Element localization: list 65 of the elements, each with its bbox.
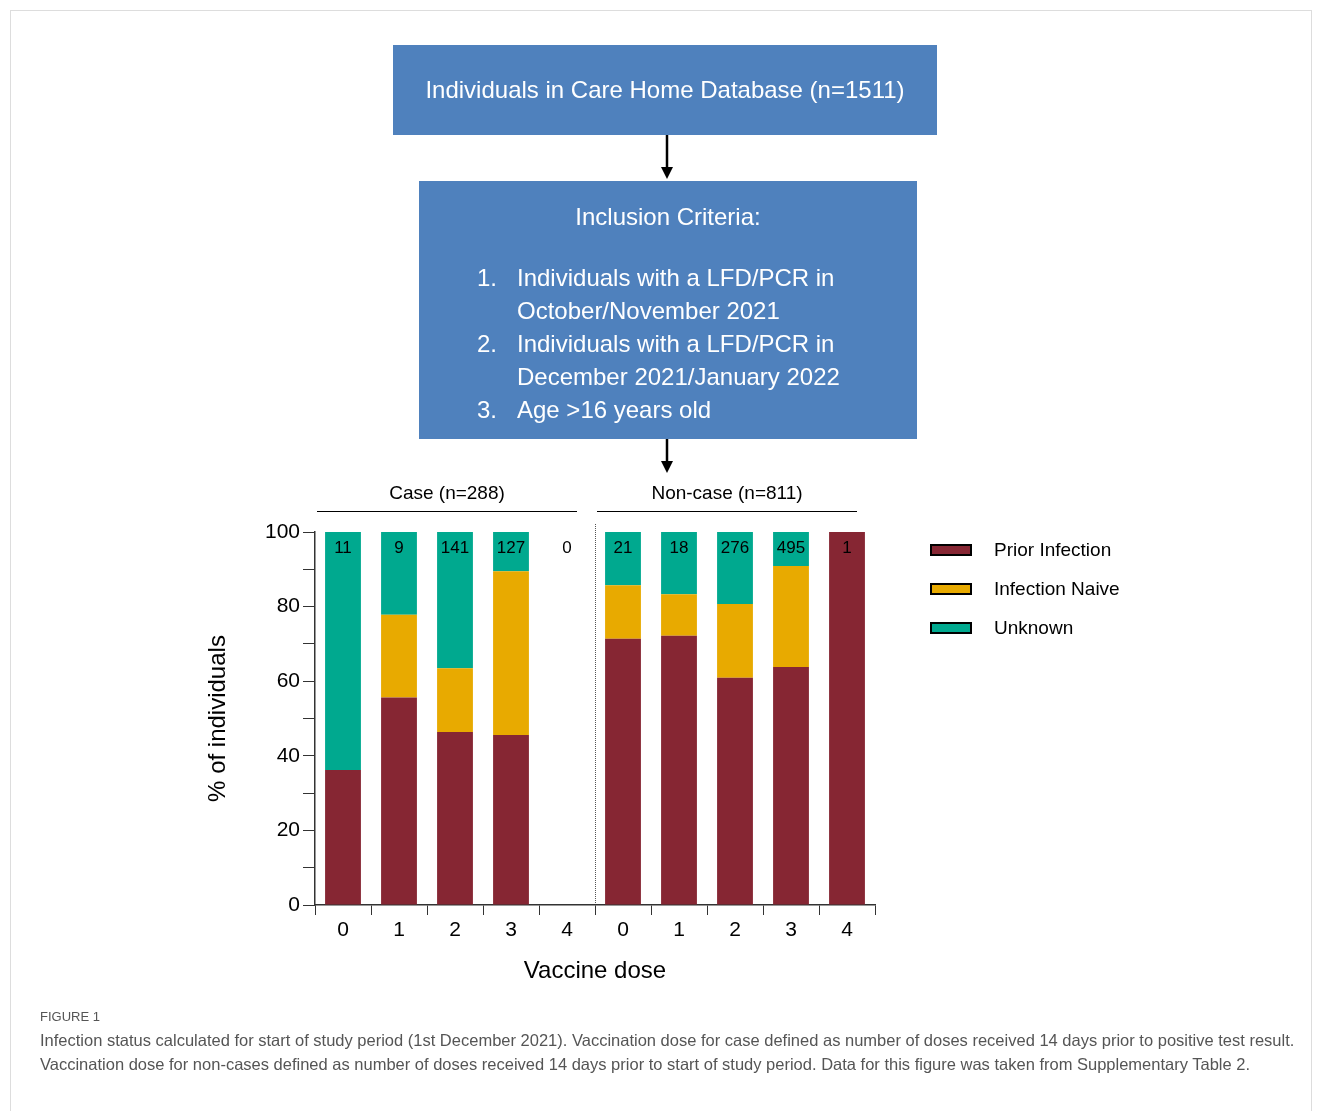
bar <box>605 532 641 586</box>
bar <box>829 532 865 905</box>
legend-label: Infection Naive <box>994 577 1120 600</box>
bar <box>605 585 641 639</box>
y-tick-label: 80 <box>276 593 300 617</box>
x-tick-label: 4 <box>841 917 854 941</box>
y-tick-label: 40 <box>276 742 300 766</box>
x-tick-label: 2 <box>729 917 741 941</box>
bar <box>325 769 361 905</box>
bar <box>437 532 473 669</box>
x-tick-label: 1 <box>393 917 405 941</box>
caption: FIGURE 1 <box>40 1009 100 1024</box>
bar <box>325 532 361 770</box>
annotation: 21 <box>613 537 633 557</box>
x-tick-label: 3 <box>505 917 517 941</box>
bar <box>661 532 697 595</box>
x-tick-label: 0 <box>617 917 629 941</box>
x-tick-label: 4 <box>561 917 574 941</box>
text: Individuals in Care Home Database (n=1511) <box>393 45 937 135</box>
text: 2. <box>477 329 498 359</box>
text: Individuals with a LFD/PCR in December 2021/January 2022 <box>517 329 841 392</box>
bar <box>493 571 529 735</box>
annotation: 276 <box>720 537 750 557</box>
bar <box>381 697 417 905</box>
text: Non-case (n=811) <box>651 482 803 504</box>
y-tick-label: 20 <box>276 817 300 841</box>
x-tick-label: 3 <box>785 917 797 941</box>
bar <box>437 731 473 905</box>
text: 1. <box>477 263 498 293</box>
annotation: 495 <box>776 537 806 557</box>
annotation: 11 <box>334 537 352 557</box>
bar <box>493 734 529 905</box>
text: Infection status calculated for start of study period (1st December 2021). Vaccination dose for case defined as number of doses received 14 days prior to positive test result. Vaccination dose for non-cases defined as number of doses received 14 days prior to start of study period. Data for this figure was taken from Supplementary Table 2. <box>40 1030 1296 1075</box>
text: Case (n=288) <box>389 482 505 504</box>
bar <box>717 677 753 905</box>
y-tick-label: 100 <box>264 518 300 542</box>
legend-label: Unknown <box>994 616 1074 639</box>
x-tick-label: 1 <box>673 917 685 941</box>
text: Age >16 years old <box>517 395 712 425</box>
text: Inclusion Criteria: <box>574 203 762 231</box>
bar <box>717 532 753 604</box>
annotation: 18 <box>669 537 689 557</box>
bar <box>381 532 417 615</box>
y-axis-title: % of individuals <box>203 635 231 802</box>
bar <box>773 565 809 668</box>
y-tick-label: 60 <box>276 668 300 691</box>
annotation: 0 <box>562 537 572 557</box>
bar <box>661 594 697 636</box>
legend-label: Prior Infection <box>994 538 1112 561</box>
x-axis-title: Vaccine dose <box>523 956 667 984</box>
annotation: 141 <box>440 537 470 557</box>
x-tick-label: 2 <box>449 917 461 941</box>
annotation: 127 <box>496 537 526 557</box>
bar <box>381 614 417 698</box>
bar <box>437 668 473 732</box>
text: 3. <box>477 395 498 425</box>
text: Individuals with a LFD/PCR in October/November 2021 <box>517 263 836 326</box>
bar <box>773 667 809 905</box>
annotation: 1 <box>842 537 852 557</box>
bar <box>717 603 753 678</box>
x-tick-label: 0 <box>337 917 349 941</box>
y-tick-label: 0 <box>288 891 300 915</box>
bar <box>661 635 697 905</box>
bar <box>605 638 641 905</box>
annotation: 9 <box>394 537 404 557</box>
